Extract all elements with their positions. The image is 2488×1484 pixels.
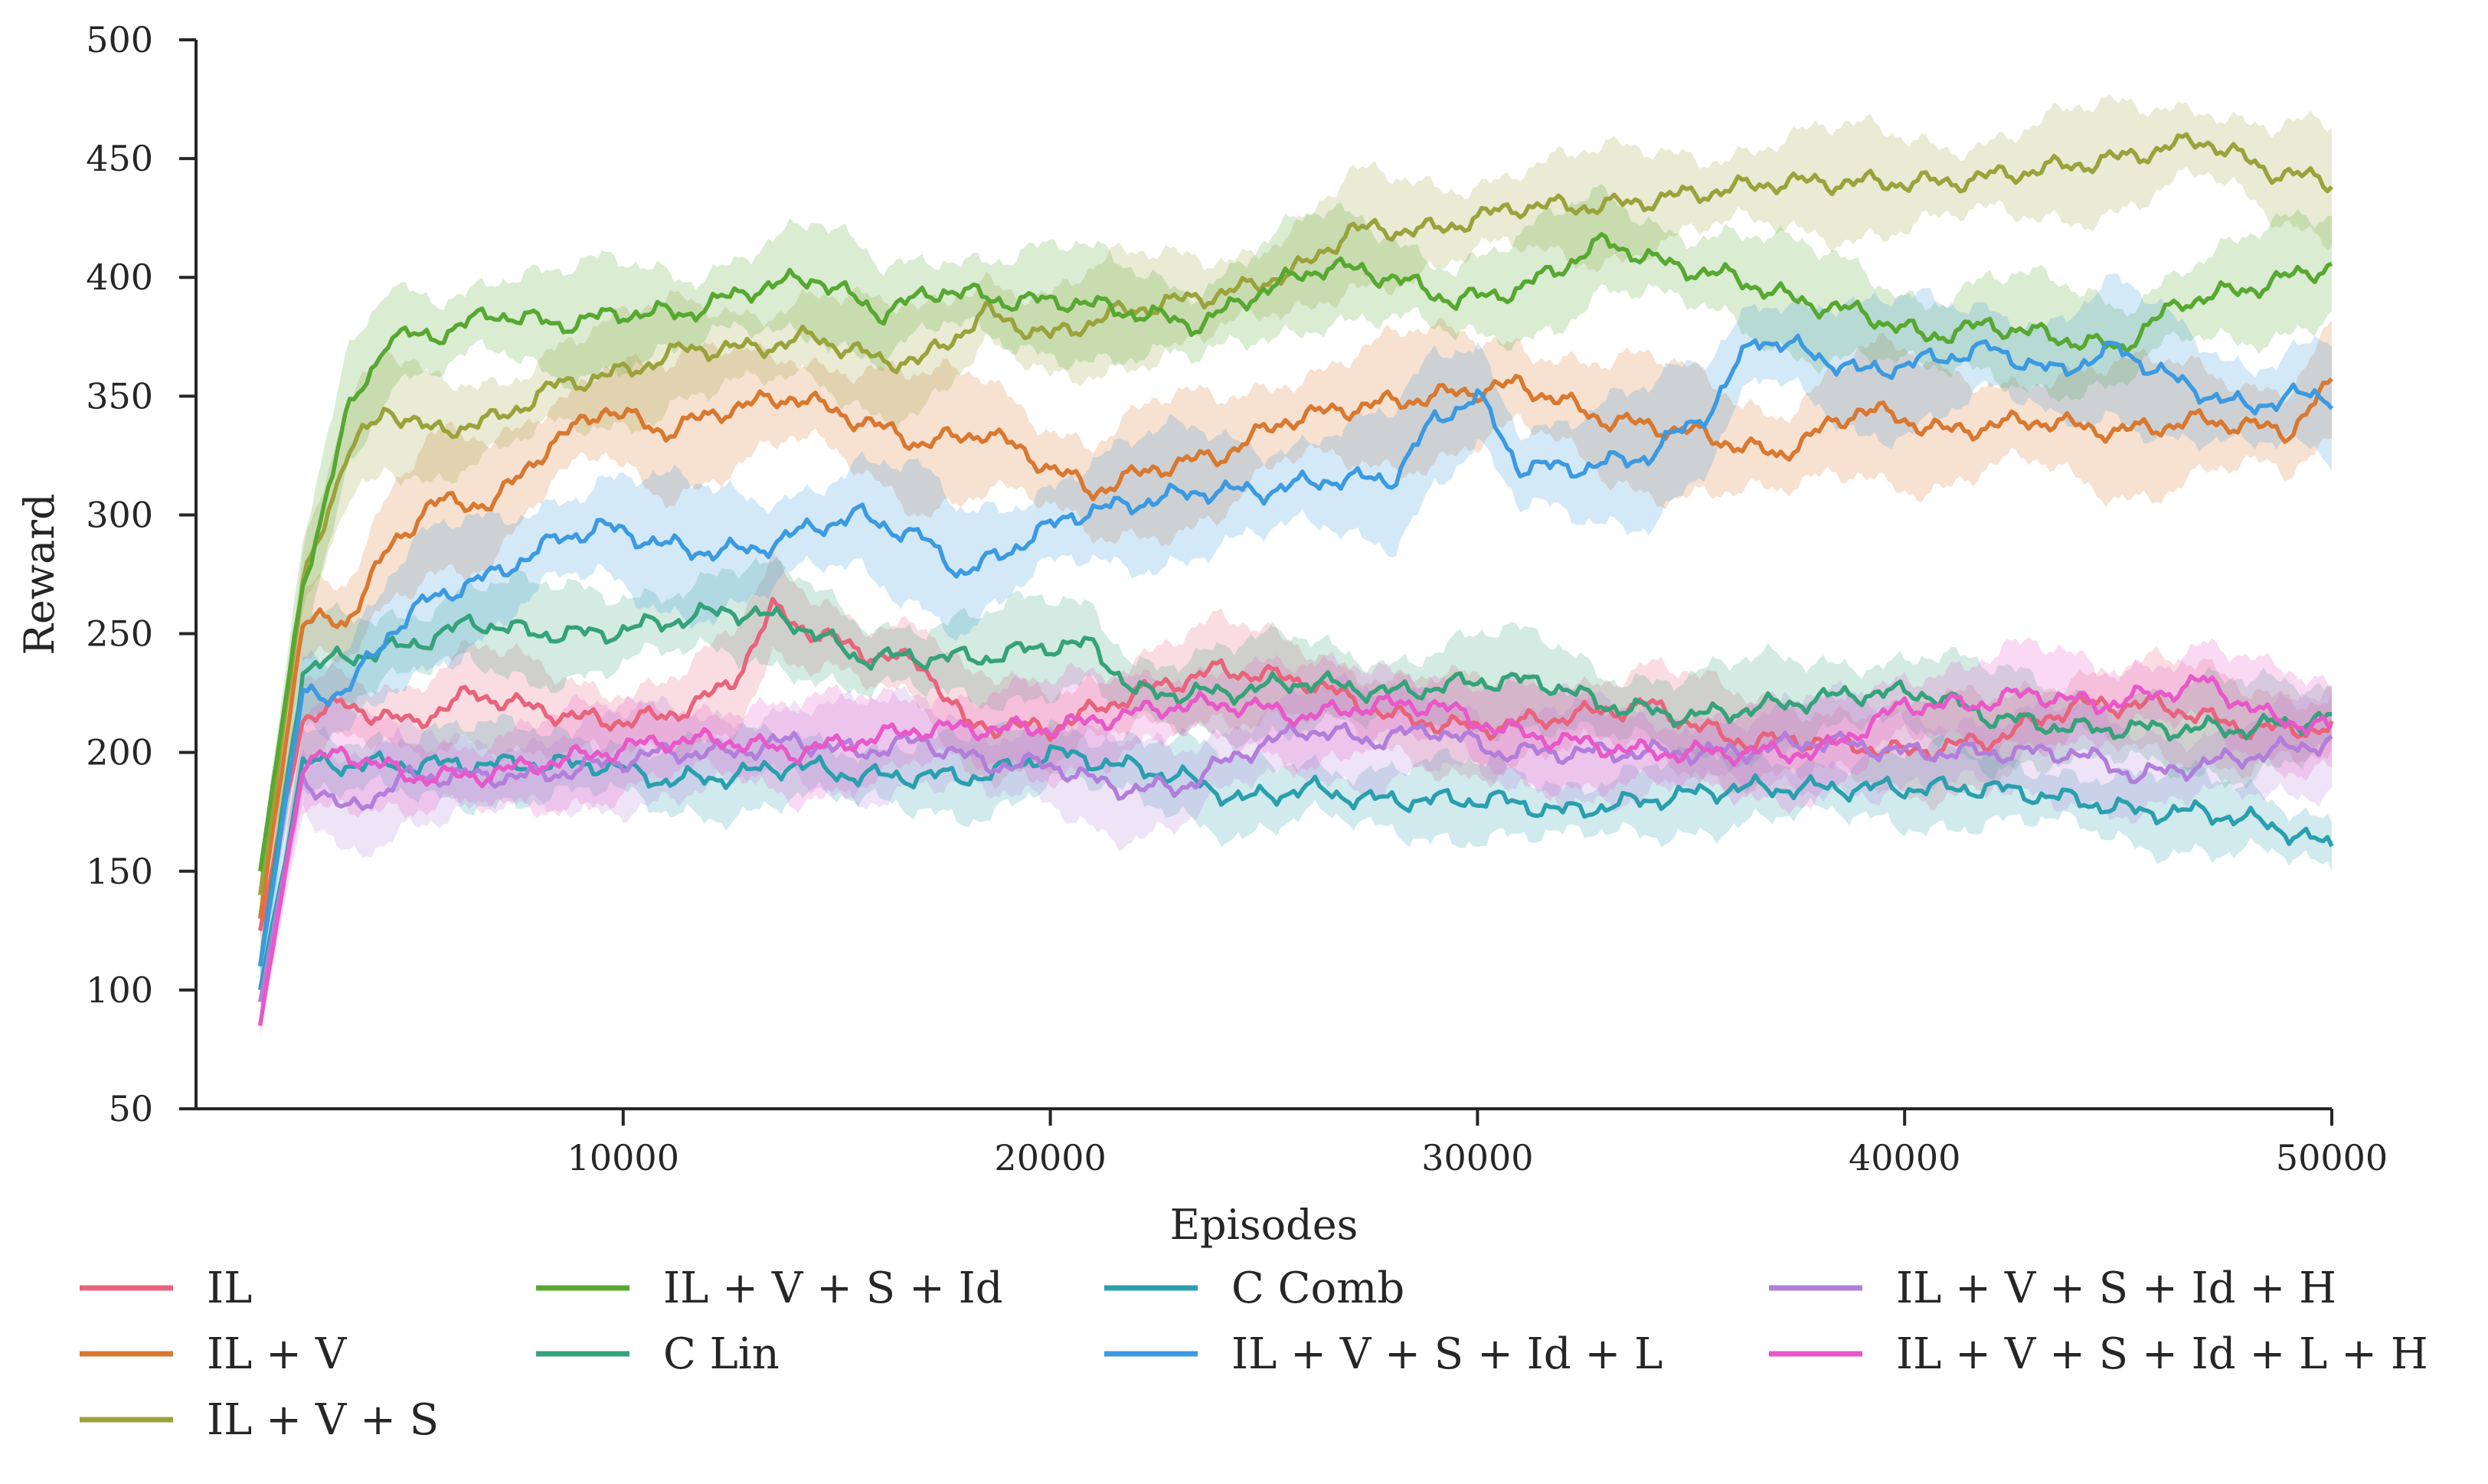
legend-label: IL + V + S <box>207 1395 439 1445</box>
legend-item-il-v-s-id-h: IL + V + S + Id + H <box>1769 1263 2336 1313</box>
y-tick-label: 350 <box>86 375 153 417</box>
band-c-comb <box>260 713 2333 1005</box>
band-il <box>260 551 2333 950</box>
y-axis-title: Reward <box>15 493 64 655</box>
x-axis-title: Episodes <box>1170 1201 1358 1249</box>
y-tick-label: 400 <box>86 257 153 298</box>
legend-item-il-v-s-id-l-h: IL + V + S + Id + L + H <box>1769 1329 2428 1379</box>
series-line-il-v-s <box>257 132 2333 896</box>
legend-item-il-v-s: IL + V + S <box>80 1395 439 1445</box>
y-tick-label: 250 <box>86 613 153 655</box>
axes <box>195 40 2332 1110</box>
y-tick-label: 200 <box>86 732 153 773</box>
series-line-c-lin <box>257 601 2332 967</box>
series-line-il-v-s-id <box>257 232 2333 872</box>
y-tick-label: 300 <box>86 494 153 535</box>
x-tick-label: 20000 <box>994 1137 1106 1178</box>
series-line-c-comb <box>257 744 2334 991</box>
series-line-il-v-s-id-l-h <box>257 674 2333 1026</box>
y-tick-label: 500 <box>86 19 153 60</box>
legend-label: IL + V + S + Id + L + H <box>1896 1329 2428 1379</box>
y-tick-label: 150 <box>86 851 153 892</box>
legend-label: C Comb <box>1231 1263 1404 1313</box>
legend-label: IL + V + S + Id + L <box>1231 1329 1662 1379</box>
x-tick-label: 30000 <box>1421 1137 1533 1178</box>
band-c-lin <box>260 555 2333 983</box>
legend-item-c-comb: C Comb <box>1104 1263 1404 1313</box>
legend-item-il: IL <box>80 1263 252 1313</box>
legend-label: C Lin <box>663 1329 780 1379</box>
series-line-il-v <box>257 374 2333 920</box>
band-il-v <box>260 317 2333 939</box>
legend-item-il-v-s-id: IL + V + S + Id <box>536 1263 1003 1313</box>
y-tick-label: 100 <box>86 969 153 1011</box>
legend-label: IL + V <box>207 1329 348 1379</box>
series-line-il-v-s-id-l <box>257 333 2334 967</box>
x-tick-label: 10000 <box>567 1137 679 1178</box>
series-line-il-v-s-id-h <box>257 721 2333 1002</box>
y-tick-label: 50 <box>108 1088 153 1129</box>
x-tick-label: 40000 <box>1849 1137 1960 1178</box>
x-tick-label: 50000 <box>2276 1137 2388 1178</box>
series-lines <box>257 132 2334 1026</box>
confidence-bands <box>260 93 2333 1038</box>
legend-item-il-v-s-id-l: IL + V + S + Id + L <box>1104 1329 1662 1379</box>
legend-item-c-lin: C Lin <box>536 1329 780 1379</box>
x-ticks: 10000 20000 30000 40000 50000 <box>567 1109 2388 1178</box>
y-ticks: 50 100 150 200 250 300 350 400 450 500 <box>86 19 196 1129</box>
legend: IL IL + V IL + V + S IL + V + S + Id C Lin C … <box>80 1263 2428 1445</box>
y-tick-label: 450 <box>86 138 153 179</box>
band-il-v-s <box>260 93 2333 907</box>
legend-label: IL + V + S + Id <box>663 1263 1003 1313</box>
legend-label: IL <box>207 1263 252 1313</box>
legend-item-il-v: IL + V <box>80 1329 348 1379</box>
legend-label: IL + V + S + Id + H <box>1896 1263 2336 1313</box>
